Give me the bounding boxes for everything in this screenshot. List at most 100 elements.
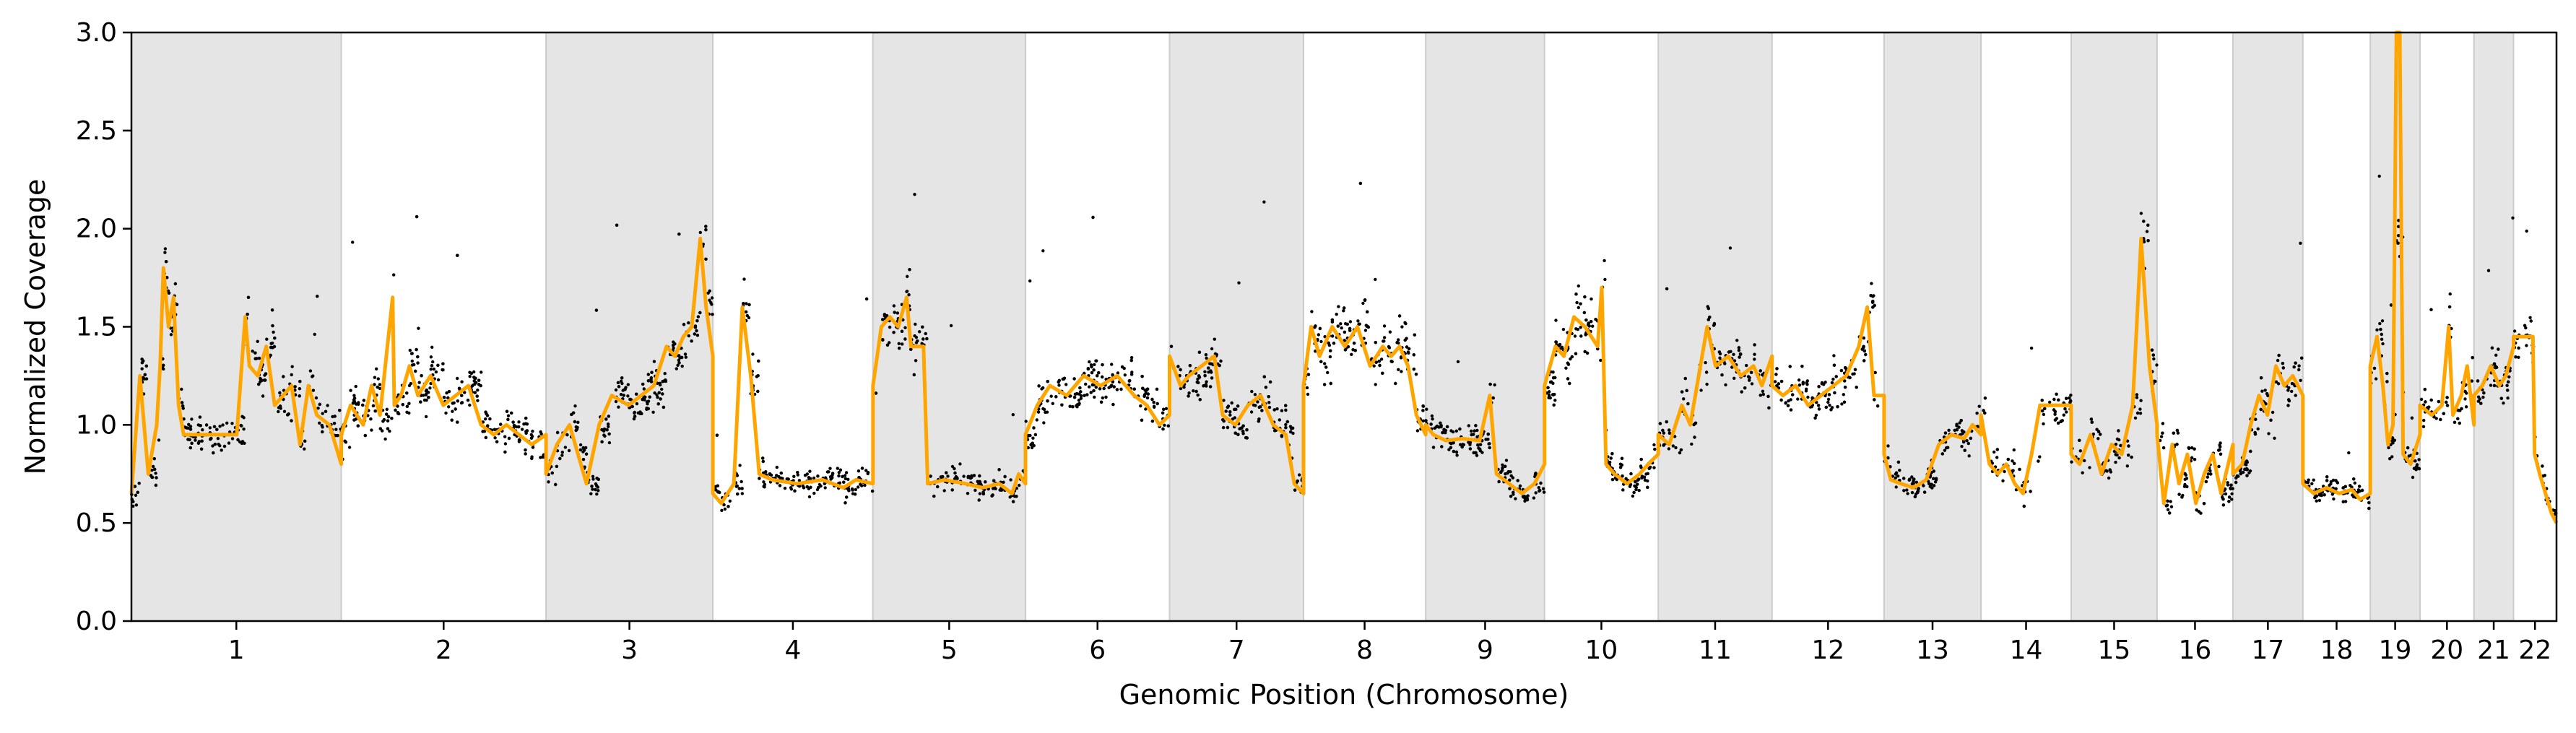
coverage-point bbox=[2053, 418, 2057, 422]
coverage-point bbox=[1568, 381, 1571, 386]
coverage-point bbox=[939, 475, 943, 479]
coverage-point bbox=[451, 402, 454, 405]
coverage-point bbox=[2012, 448, 2016, 452]
coverage-point bbox=[539, 430, 542, 434]
coverage-point bbox=[1786, 404, 1790, 407]
coverage-point bbox=[1618, 466, 1623, 469]
coverage-point bbox=[517, 438, 521, 442]
coverage-point bbox=[2197, 510, 2201, 513]
coverage-point bbox=[472, 379, 476, 383]
x-tick-label-chr16: 16 bbox=[2179, 636, 2212, 665]
coverage-point bbox=[675, 367, 678, 370]
coverage-point bbox=[1797, 378, 1801, 382]
coverage-point bbox=[445, 391, 448, 395]
coverage-point bbox=[541, 455, 545, 459]
coverage-point bbox=[1400, 370, 1403, 373]
coverage-point bbox=[290, 419, 293, 422]
coverage-point bbox=[225, 421, 229, 425]
coverage-point bbox=[373, 409, 377, 413]
coverage-point bbox=[1958, 421, 1961, 425]
coverage-point bbox=[188, 428, 193, 431]
coverage-point bbox=[981, 490, 985, 494]
coverage-point bbox=[1257, 420, 1261, 423]
coverage-point bbox=[2089, 417, 2094, 421]
coverage-point bbox=[1862, 336, 1865, 340]
coverage-point bbox=[1840, 402, 1844, 406]
coverage-point bbox=[2292, 365, 2296, 369]
coverage-point bbox=[474, 376, 477, 380]
coverage-point bbox=[2506, 396, 2510, 400]
coverage-point bbox=[2415, 463, 2419, 467]
coverage-point bbox=[1842, 400, 1847, 404]
coverage-point bbox=[1264, 386, 1268, 389]
coverage-point bbox=[2155, 363, 2159, 367]
coverage-point bbox=[416, 355, 420, 359]
coverage-point bbox=[1797, 383, 1802, 387]
coverage-point bbox=[1499, 470, 1503, 474]
coverage-point bbox=[881, 338, 885, 342]
coverage-point bbox=[282, 409, 287, 413]
coverage-point bbox=[2341, 500, 2345, 503]
coverage-point bbox=[1720, 373, 1724, 377]
x-tick-label-chr19: 19 bbox=[2379, 636, 2412, 665]
coverage-point bbox=[1249, 410, 1254, 414]
coverage-point bbox=[2541, 464, 2544, 468]
coverage-point bbox=[401, 403, 404, 407]
coverage-point bbox=[812, 476, 816, 480]
coverage-point bbox=[1501, 467, 1504, 470]
coverage-point bbox=[1547, 394, 1551, 397]
coverage-point bbox=[757, 359, 760, 363]
coverage-point bbox=[1474, 424, 1478, 428]
coverage-point bbox=[914, 359, 918, 363]
coverage-point bbox=[1213, 337, 1217, 341]
coverage-point bbox=[2377, 174, 2381, 178]
coverage-point bbox=[1761, 392, 1765, 396]
coverage-point bbox=[270, 308, 274, 312]
coverage-point bbox=[1523, 499, 1527, 503]
coverage-point bbox=[1328, 355, 1332, 359]
shade-band-chr7 bbox=[1168, 32, 1304, 622]
coverage-point bbox=[1959, 419, 1963, 422]
coverage-point bbox=[641, 397, 644, 402]
coverage-point bbox=[1284, 426, 1288, 430]
plot-frame bbox=[130, 31, 2558, 623]
coverage-point bbox=[677, 361, 681, 365]
coverage-point bbox=[885, 343, 890, 347]
coverage-point bbox=[298, 387, 302, 391]
coverage-point bbox=[2388, 457, 2392, 461]
coverage-point bbox=[1886, 444, 1890, 448]
coverage-point bbox=[460, 394, 464, 397]
coverage-point bbox=[1267, 395, 1270, 399]
coverage-point bbox=[1403, 338, 1407, 342]
coverage-point bbox=[1094, 386, 1098, 389]
coverage-point bbox=[2043, 407, 2047, 410]
coverage-point bbox=[1280, 435, 1284, 438]
coverage-point bbox=[1758, 369, 1762, 373]
coverage-point bbox=[778, 484, 782, 487]
coverage-point bbox=[555, 430, 560, 435]
coverage-point bbox=[1634, 487, 1638, 492]
coverage-point bbox=[2367, 500, 2371, 505]
coverage-point bbox=[1922, 484, 1925, 487]
coverage-point bbox=[200, 439, 204, 443]
coverage-point bbox=[1326, 370, 1330, 375]
coverage-point bbox=[2145, 230, 2149, 233]
coverage-point bbox=[1140, 375, 1144, 378]
coverage-point bbox=[1030, 446, 1034, 450]
coverage-point bbox=[529, 436, 534, 440]
x-tick-label-chr5: 5 bbox=[941, 636, 958, 665]
coverage-point bbox=[220, 448, 223, 452]
coverage-point bbox=[261, 394, 265, 398]
coverage-point bbox=[888, 325, 892, 329]
coverage-point bbox=[758, 477, 761, 480]
coverage-point bbox=[1210, 362, 1213, 366]
coverage-point bbox=[1162, 407, 1166, 411]
coverage-point bbox=[955, 476, 959, 480]
coverage-point bbox=[1445, 425, 1449, 429]
coverage-point bbox=[2242, 470, 2245, 474]
coverage-point bbox=[2150, 348, 2154, 352]
coverage-point bbox=[1898, 469, 1901, 472]
coverage-point bbox=[912, 373, 916, 377]
coverage-point bbox=[1542, 490, 1546, 494]
coverage-point bbox=[1965, 439, 1969, 443]
